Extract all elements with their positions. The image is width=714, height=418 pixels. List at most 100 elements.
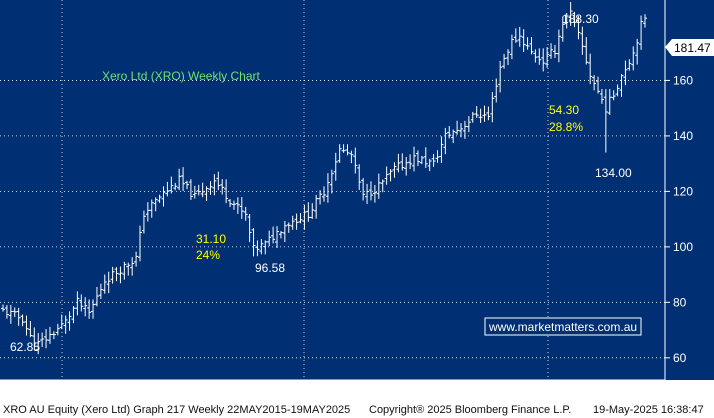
price-bar — [474, 106, 479, 118]
price-bar — [615, 84, 620, 97]
price-bar — [122, 261, 127, 280]
price-bar — [28, 321, 33, 338]
price-bar — [36, 333, 41, 355]
price-bar — [365, 183, 370, 204]
price-bar — [181, 167, 186, 192]
x-axis: 2022 2023 2024 2025 — [16, 380, 619, 400]
price-bar — [106, 271, 111, 294]
annotation-gain-2024-value: 54.30 — [549, 103, 579, 117]
price-bar — [40, 332, 45, 347]
footer-right: 19-May-2025 16:38:47 — [593, 404, 704, 416]
price-bar — [568, 1, 573, 26]
annotation-low-2025: 134.00 — [595, 166, 632, 180]
annotation-gain-2023-value: 31.10 — [196, 232, 226, 246]
price-bar — [278, 231, 283, 239]
price-bar — [24, 315, 29, 336]
price-bar — [361, 178, 366, 201]
price-bar — [572, 11, 577, 28]
price-bar — [267, 230, 272, 247]
price-bar — [513, 28, 518, 43]
price-bar — [12, 307, 17, 318]
price-bar — [404, 156, 409, 176]
price-bar — [173, 182, 178, 191]
price-bar — [134, 251, 139, 267]
price-bar — [165, 181, 170, 197]
price-bar — [533, 49, 538, 63]
price-bar — [235, 197, 240, 214]
price-bar — [459, 123, 464, 138]
price-bar — [294, 213, 299, 230]
price-bar — [505, 49, 510, 66]
price-bar — [486, 106, 491, 121]
price-bar — [212, 174, 217, 196]
price-bar — [396, 153, 401, 173]
price-bar — [298, 213, 303, 224]
price-bar — [114, 267, 119, 282]
price-bar — [596, 76, 601, 94]
price-bar — [310, 203, 315, 219]
plot-background — [0, 0, 714, 380]
price-bar — [576, 15, 581, 40]
price-bar — [149, 199, 154, 218]
price-bar — [192, 185, 197, 199]
price-bar — [337, 144, 342, 163]
price-bar — [55, 323, 60, 336]
price-bar — [607, 88, 612, 115]
price-bar — [439, 136, 444, 163]
price-bar — [59, 314, 64, 330]
price-bar — [251, 228, 256, 257]
price-bar — [71, 306, 76, 324]
price-bar — [157, 194, 162, 203]
price-bar — [639, 15, 644, 50]
price-bar — [392, 162, 397, 178]
price-bar — [603, 89, 608, 153]
price-bar — [635, 38, 640, 65]
price-bar — [322, 186, 326, 202]
price-bar — [400, 153, 405, 171]
y-tick-label: 100 — [673, 240, 693, 254]
price-bar — [126, 262, 131, 276]
price-bar — [388, 169, 393, 182]
price-bar — [509, 34, 514, 60]
annotation-gain-2024-pct: 28.8% — [549, 120, 583, 134]
price-bar — [224, 179, 229, 204]
price-bar — [545, 47, 550, 68]
price-bar — [619, 74, 624, 97]
price-bar — [83, 297, 88, 317]
price-bar — [560, 16, 565, 42]
price-bar — [333, 152, 338, 181]
price-bar — [67, 311, 72, 331]
annotation-high-2025: 188.30 — [562, 12, 599, 26]
price-bar — [32, 327, 37, 351]
price-bar — [8, 304, 13, 324]
annotation-low-2023: 96.58 — [255, 261, 285, 275]
price-bar — [329, 169, 334, 194]
price-bar — [502, 53, 507, 69]
price-bar — [599, 89, 604, 104]
price-bar — [537, 48, 542, 65]
price-bar — [228, 198, 233, 207]
price-bar — [384, 166, 389, 185]
price-bar — [627, 59, 632, 71]
price-bar — [239, 197, 244, 219]
watermark-link[interactable]: www.marketmatters.com.au — [488, 320, 637, 334]
price-bar — [184, 180, 189, 190]
footer-middle: Copyright® 2025 Bloomberg Finance L.P. — [369, 404, 571, 416]
footer-background — [0, 400, 714, 418]
price-bar — [271, 226, 276, 244]
price-bar — [368, 181, 373, 201]
price-bar — [216, 171, 221, 191]
annotation-low-2022: 62.85 — [10, 340, 40, 354]
last-price-tag: 181.47 — [665, 39, 714, 56]
price-bar — [177, 168, 182, 191]
price-bar — [353, 147, 358, 174]
price-bar — [302, 205, 307, 230]
price-bar — [419, 155, 424, 165]
price-bar — [275, 226, 280, 249]
price-bar — [517, 26, 522, 47]
price-bar — [118, 266, 123, 284]
price-bar — [408, 154, 413, 170]
price-bar — [357, 164, 362, 190]
y-tick-label: 80 — [673, 295, 687, 309]
